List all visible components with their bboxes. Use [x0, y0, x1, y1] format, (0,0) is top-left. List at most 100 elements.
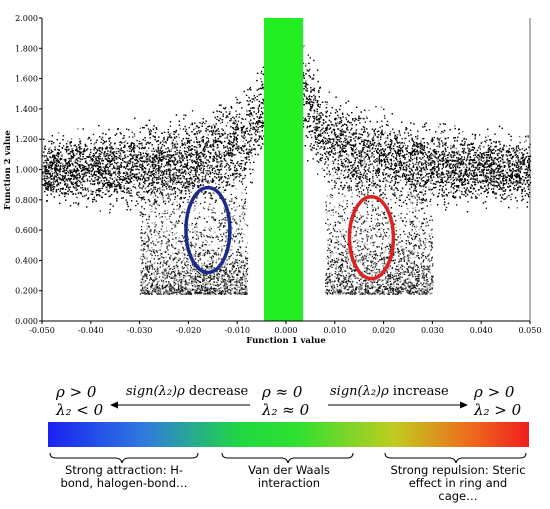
scatter-point	[49, 163, 51, 165]
scatter-point	[257, 106, 260, 109]
scatter-point	[212, 149, 214, 151]
scatter-point	[381, 129, 383, 131]
scatter-point	[79, 160, 81, 163]
scatter-point	[460, 174, 462, 176]
scatter-point	[401, 205, 403, 207]
scatter-point	[111, 173, 113, 175]
scatter-point	[246, 158, 248, 160]
scatter-point	[500, 160, 502, 163]
scatter-point	[438, 182, 440, 184]
scatter-point	[456, 204, 458, 206]
scatter-point	[138, 146, 140, 148]
scatter-point	[106, 163, 109, 165]
scatter-point	[235, 125, 238, 128]
scatter-point	[449, 163, 451, 165]
scatter-point	[125, 170, 127, 172]
scatter-point	[131, 131, 133, 133]
scatter-point	[147, 128, 150, 130]
scatter-point	[326, 138, 328, 140]
scatter-point	[317, 103, 319, 105]
scatter-point	[237, 164, 240, 166]
scatter-point	[320, 112, 322, 114]
scatter-point	[326, 125, 329, 127]
scatter-point	[100, 141, 102, 143]
scatter-point	[97, 179, 99, 181]
scatter-point	[215, 183, 217, 185]
scatter-point	[444, 143, 446, 146]
scatter-point	[517, 150, 519, 152]
scatter-point	[355, 148, 357, 151]
scatter-point	[517, 167, 519, 169]
scatter-point	[448, 176, 450, 178]
scatter-point	[516, 175, 518, 177]
scatter-point	[157, 148, 159, 150]
scatter-point	[207, 146, 209, 149]
scatter-point	[382, 148, 384, 151]
scatter-point	[415, 151, 417, 153]
scatter-point	[316, 160, 318, 162]
scatter-point	[491, 149, 493, 151]
scatter-point	[399, 134, 401, 136]
scatter-point	[49, 178, 52, 181]
scatter-point	[460, 171, 462, 173]
scatter-point	[510, 198, 512, 201]
scatter-point	[99, 174, 102, 177]
scatter-point	[196, 171, 198, 173]
scatter-point	[405, 129, 407, 131]
scatter-point	[511, 169, 513, 172]
scatter-point	[371, 182, 373, 184]
scatter-point	[211, 171, 214, 174]
scatter-point	[195, 174, 197, 176]
scatter-point	[493, 179, 495, 181]
scatter-point	[113, 157, 115, 159]
scatter-point	[58, 188, 60, 190]
scatter-point	[113, 151, 115, 153]
scatter-point	[316, 143, 318, 145]
scatter-point	[322, 122, 324, 124]
scatter-point	[393, 189, 395, 191]
scatter-point	[101, 160, 104, 162]
scatter-point	[449, 164, 451, 166]
scatter-point	[319, 121, 321, 123]
scatter-point	[404, 175, 406, 178]
scatter-point	[142, 181, 145, 183]
scatter-point	[120, 166, 122, 168]
scatter-point	[443, 198, 446, 200]
scatter-point	[337, 170, 339, 172]
scatter-point	[345, 141, 347, 144]
scatter-point	[465, 190, 467, 192]
scatter-point	[191, 155, 193, 157]
scatter-point	[481, 169, 483, 171]
scatter-point	[220, 178, 222, 180]
scatter-point	[57, 176, 60, 178]
scatter-point	[71, 182, 73, 184]
scatter-point	[188, 127, 190, 129]
scatter-point	[474, 138, 476, 140]
scatter-point	[79, 150, 81, 152]
scatter-point	[174, 167, 177, 170]
scatter-point	[310, 101, 312, 103]
scatter-point	[345, 145, 347, 147]
scatter-point	[471, 149, 474, 151]
scatter-point	[202, 150, 204, 152]
scatter-point	[200, 171, 202, 174]
scatter-point	[464, 178, 466, 180]
scatter-point	[154, 169, 157, 171]
scatter-point	[338, 116, 340, 118]
scatter-point	[328, 91, 330, 93]
scatter-point	[240, 166, 243, 168]
scatter-point	[317, 118, 320, 120]
scatter-point	[517, 164, 519, 166]
scatter-point	[498, 182, 500, 185]
scatter-point	[167, 128, 169, 131]
scatter-point	[78, 191, 80, 193]
scatter-point	[445, 194, 447, 196]
scatter-point	[152, 180, 154, 183]
scatter-point	[236, 124, 238, 126]
scatter-point	[49, 161, 51, 163]
scatter-point	[409, 167, 411, 169]
scatter-point	[365, 115, 368, 118]
scatter-point	[461, 143, 463, 145]
scatter-point	[261, 81, 263, 83]
scatter-point	[120, 188, 122, 190]
